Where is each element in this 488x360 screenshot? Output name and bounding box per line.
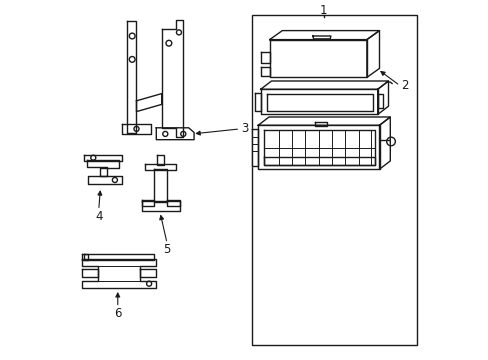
Polygon shape — [142, 201, 179, 211]
Polygon shape — [377, 81, 387, 114]
Polygon shape — [251, 129, 258, 166]
Polygon shape — [122, 124, 151, 134]
Polygon shape — [260, 89, 377, 114]
Polygon shape — [84, 254, 153, 260]
Text: 1: 1 — [319, 4, 327, 17]
Polygon shape — [260, 67, 269, 76]
Polygon shape — [81, 259, 156, 288]
Polygon shape — [254, 93, 260, 111]
Polygon shape — [87, 160, 122, 184]
Polygon shape — [162, 20, 183, 137]
Polygon shape — [258, 117, 389, 125]
Polygon shape — [366, 31, 379, 77]
Polygon shape — [258, 125, 379, 169]
Polygon shape — [156, 128, 194, 140]
Polygon shape — [269, 40, 366, 77]
Text: 4: 4 — [95, 210, 102, 222]
Text: 3: 3 — [240, 122, 248, 135]
Polygon shape — [145, 164, 176, 170]
Polygon shape — [379, 117, 389, 169]
Bar — [252, 15, 416, 345]
Polygon shape — [269, 31, 379, 40]
Polygon shape — [167, 200, 179, 206]
Polygon shape — [260, 52, 269, 63]
Polygon shape — [260, 81, 387, 89]
Polygon shape — [127, 21, 136, 133]
Polygon shape — [153, 169, 167, 202]
Polygon shape — [142, 200, 153, 206]
Polygon shape — [157, 155, 163, 165]
Text: 5: 5 — [163, 243, 170, 256]
Polygon shape — [84, 155, 122, 161]
Polygon shape — [136, 94, 162, 112]
Text: 6: 6 — [114, 307, 122, 320]
Text: 2: 2 — [400, 79, 407, 92]
